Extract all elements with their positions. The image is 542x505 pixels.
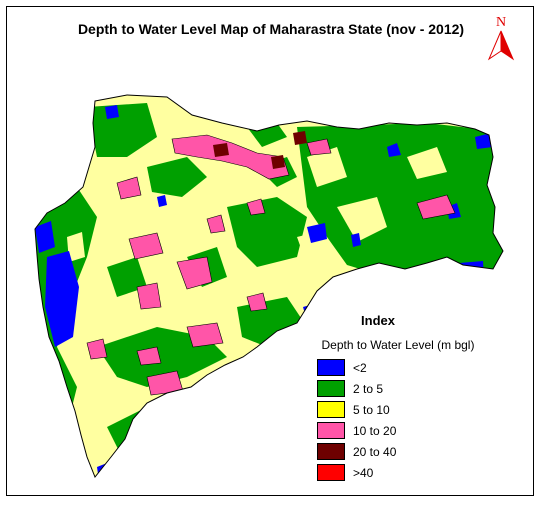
state-boundary (34, 94, 504, 478)
legend: Index Depth to Water Level (m bgl) <2 2 … (303, 313, 503, 493)
north-arrow: N (483, 15, 519, 65)
legend-label: 2 to 5 (353, 382, 384, 396)
legend-title: Index (361, 313, 395, 328)
north-arrow-icon (487, 30, 515, 61)
legend-swatch (317, 443, 345, 460)
legend-swatch (317, 380, 345, 397)
map-frame: Depth to Water Level Map of Maharastra S… (6, 6, 534, 496)
zone-10-to-20 (86, 134, 456, 396)
zone-20-to-40 (213, 131, 307, 169)
legend-subtitle: Depth to Water Level (m bgl) (321, 338, 475, 352)
legend-swatch (317, 359, 345, 376)
legend-label: 20 to 40 (353, 445, 397, 459)
legend-swatch (317, 422, 345, 439)
maharashtra-map (34, 94, 504, 478)
legend-label: <2 (353, 361, 367, 375)
legend-swatch (317, 464, 345, 481)
legend-swatch (317, 401, 345, 418)
legend-label: 10 to 20 (353, 424, 397, 438)
north-label: N (495, 15, 507, 30)
map-title: Depth to Water Level Map of Maharastra S… (77, 21, 465, 37)
legend-label: 5 to 10 (353, 403, 390, 417)
legend-label: >40 (353, 466, 374, 480)
